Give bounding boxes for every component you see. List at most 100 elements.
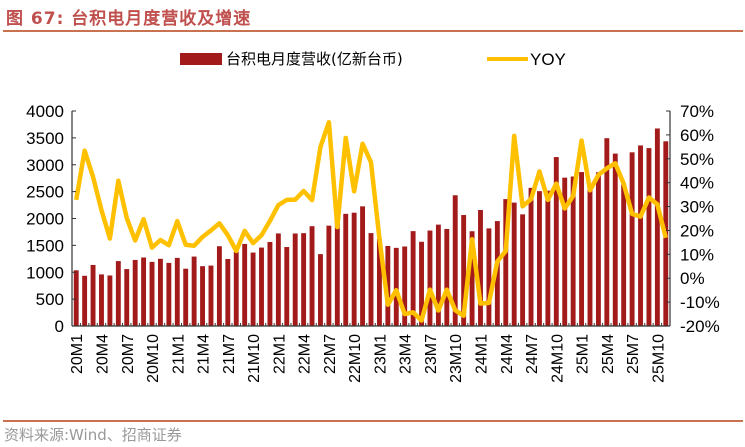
left-axis-tick-label: 1500 — [26, 236, 64, 255]
left-axis-tick-label: 2000 — [26, 210, 64, 229]
revenue-bar — [579, 172, 585, 326]
revenue-bar — [301, 233, 307, 326]
revenue-bar — [486, 228, 492, 326]
revenue-bar — [360, 206, 366, 326]
x-axis-tick-label: 22M4 — [297, 334, 314, 374]
revenue-bar — [292, 233, 298, 326]
revenue-bar — [537, 191, 542, 326]
revenue-bar — [595, 172, 601, 326]
left-axis-tick-label: 0 — [55, 317, 64, 336]
revenue-bar — [368, 233, 374, 326]
title-divider — [3, 30, 743, 32]
left-axis-labels: 0 500 1000 1500 2000 2500 3000 3500 4000 — [26, 102, 76, 336]
revenue-bar — [545, 190, 551, 326]
x-axis-tick-label: 20M10 — [145, 334, 162, 383]
yoy-line — [73, 119, 668, 323]
right-axis-tick-label: 0% — [680, 269, 705, 288]
x-axis-tick-label: 21M7 — [221, 334, 238, 374]
revenue-bar — [604, 138, 610, 326]
revenue-bar — [351, 212, 357, 326]
revenue-bar — [242, 243, 248, 326]
footer-divider — [3, 420, 743, 422]
revenue-bar — [174, 257, 180, 326]
x-axis-tick-label: 21M4 — [196, 334, 213, 374]
x-axis-tick-label: 22M10 — [347, 334, 364, 383]
revenue-bar — [654, 128, 660, 326]
legend-label-revenue: 台积电月度营收(亿新台币) — [226, 50, 403, 68]
x-axis-tick-label: 23M7 — [423, 334, 440, 374]
x-axis-tick-label: 24M4 — [499, 334, 516, 374]
bar-series — [73, 128, 669, 326]
legend-swatch-revenue — [180, 53, 222, 65]
revenue-bar — [99, 274, 104, 326]
right-axis-tick-label: -10% — [680, 293, 720, 312]
revenue-bar — [149, 261, 155, 326]
revenue-bar — [132, 259, 138, 326]
revenue-bar — [326, 225, 332, 326]
source-note: 资料来源:Wind、招商证券 — [4, 426, 182, 444]
revenue-bar — [200, 266, 205, 326]
revenue-bar — [334, 208, 340, 326]
revenue-bar — [435, 224, 441, 326]
right-axis-tick-label: 40% — [680, 174, 714, 193]
revenue-bar — [275, 233, 281, 326]
right-axis-tick-label: 20% — [680, 221, 714, 240]
revenue-bar — [191, 256, 197, 326]
right-axis-tick-label: 60% — [680, 126, 714, 145]
x-axis-tick-label: 20M4 — [94, 334, 111, 374]
revenue-bar — [343, 213, 349, 326]
legend-label-yoy: YOY — [530, 50, 566, 69]
x-axis-tick-label: 22M1 — [271, 334, 288, 374]
revenue-bar — [528, 187, 534, 326]
chart-title: 图 67: 台积电月度营收及增速 — [6, 9, 252, 29]
revenue-bar — [73, 270, 79, 326]
x-axis-tick-label: 22M7 — [322, 334, 339, 374]
revenue-bar — [427, 230, 433, 326]
right-axis-tick-label: -20% — [680, 317, 720, 336]
x-axis-tick-label: 23M1 — [372, 334, 389, 374]
revenue-bar — [553, 157, 559, 326]
revenue-bar — [587, 186, 593, 326]
revenue-bar — [410, 231, 416, 326]
revenue-bar — [570, 176, 576, 326]
revenue-bar — [629, 152, 635, 326]
revenue-bar — [402, 246, 408, 326]
revenue-bar — [216, 246, 222, 326]
x-axis-tick-label: 23M4 — [398, 334, 415, 374]
x-axis-tick-label: 21M1 — [170, 334, 187, 374]
revenue-bar — [419, 241, 424, 326]
revenue-bar — [157, 258, 163, 326]
x-axis-tick-label: 25M10 — [650, 334, 667, 383]
x-axis-tick-label: 25M4 — [600, 334, 617, 374]
revenue-bar — [646, 148, 652, 326]
revenue-bar — [461, 215, 467, 326]
revenue-bar — [612, 153, 618, 326]
left-axis-tick-label: 1000 — [26, 263, 64, 282]
left-axis-tick-label: 3500 — [26, 129, 64, 148]
x-axis-tick-label: 24M10 — [549, 334, 566, 383]
chart: 台积电月度营收(亿新台币) YOY 0 500 1000 1500 2000 2500 30… — [26, 50, 720, 383]
right-axis-tick-label: 70% — [680, 102, 714, 121]
legend: 台积电月度营收(亿新台币) YOY — [180, 50, 566, 69]
right-axis-tick-label: 50% — [680, 150, 714, 169]
right-axis-tick-label: 10% — [680, 245, 714, 264]
revenue-bar — [621, 184, 627, 326]
revenue-bar — [562, 177, 568, 326]
revenue-bar — [267, 241, 273, 326]
x-axis-tick-label: 24M1 — [473, 334, 490, 374]
revenue-bar — [393, 247, 399, 326]
revenue-bar — [250, 252, 256, 326]
revenue-bar — [478, 210, 483, 326]
revenue-bar — [208, 265, 214, 326]
revenue-bar — [183, 268, 189, 326]
revenue-bar — [115, 261, 121, 326]
revenue-bar — [82, 275, 88, 326]
left-axis-tick-label: 3000 — [26, 156, 64, 175]
revenue-bar — [107, 275, 113, 326]
right-axis-tick-label: 30% — [680, 198, 714, 217]
revenue-bar — [503, 199, 509, 326]
revenue-bar — [309, 226, 315, 326]
left-axis-tick-label: 500 — [36, 290, 64, 309]
revenue-bar — [259, 247, 264, 326]
left-axis-tick-label: 4000 — [26, 102, 64, 121]
